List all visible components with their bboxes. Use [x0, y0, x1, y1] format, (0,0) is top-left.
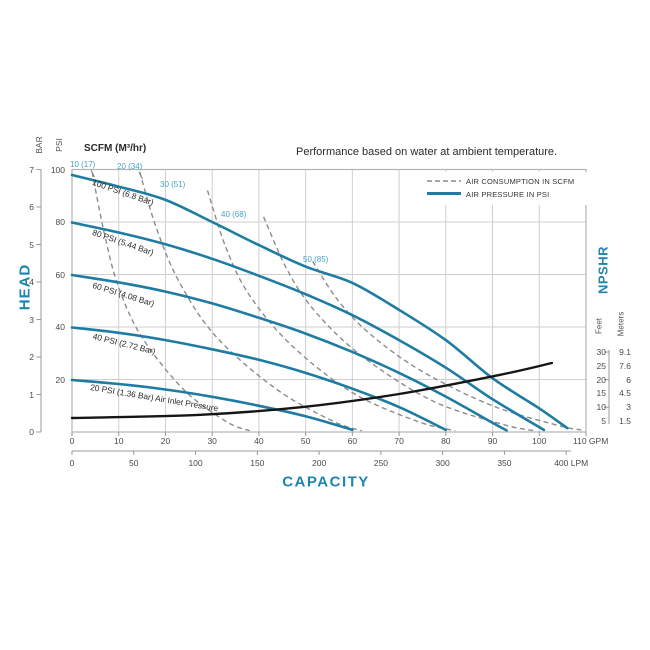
y-axis-title-head: HEAD [16, 263, 34, 311]
x-axis-title-capacity: CAPACITY [282, 473, 370, 491]
lpm-tick-label: 150 [250, 458, 265, 468]
lpm-tick-label: 300 [435, 458, 450, 468]
air-consumption-curve [139, 171, 362, 432]
psi-tick-label: 80 [55, 217, 65, 227]
npshr-feet-tick-label: 10 [596, 402, 606, 413]
scfm-label-20: 20 (34) [117, 162, 143, 171]
gpm-tick-label: 20 [160, 435, 171, 446]
scfm-label-40: 40 (68) [221, 210, 247, 219]
bar-tick-label: 2 [29, 352, 34, 362]
gpm-tick-label: 90 [487, 435, 498, 446]
gpm-tick-label: 10 [113, 435, 124, 446]
air-pressure-curve [70, 173, 569, 430]
bar-tick-label: 1 [29, 389, 34, 400]
gpm-tick-label: 40 [254, 435, 264, 446]
npshr-meters-tick-label: 6 [626, 374, 631, 385]
legend-item-air-pressure: AIR PRESSURE IN PSI [466, 189, 550, 199]
air-pressure-curve [70, 378, 354, 432]
gpm-tick-label: 60 [347, 435, 358, 446]
scfm-label-10: 10 (17) [70, 160, 96, 169]
npshr-curve [70, 361, 554, 420]
npshr-feet-tick-label: 30 [596, 347, 606, 357]
lpm-tick-label: 400 LPM [554, 458, 589, 468]
npshr-meters-tick-label: 3 [626, 402, 631, 413]
psi-tick-label: 20 [55, 374, 65, 385]
scfm-label-pointer [138, 171, 143, 180]
air-pressure-curve [70, 326, 448, 432]
npshr-meters-tick-label: 1.5 [619, 416, 631, 426]
lpm-tick-label: 200 [312, 458, 327, 468]
gpm-tick-label: 80 [441, 435, 451, 446]
scfm-label-50: 50 (85) [303, 255, 329, 264]
bar-tick-label: 7 [29, 164, 34, 175]
air-pressure-curve [70, 273, 508, 432]
lpm-tick-label: 250 [373, 458, 388, 468]
chart-title: Performance based on water at ambient te… [296, 146, 558, 158]
bar-tick-label: 5 [29, 239, 34, 250]
gpm-tick-label: 0 [69, 435, 75, 446]
plot-border [71, 168, 587, 433]
npshr-feet-tick-label: 20 [596, 374, 606, 385]
bar-unit-label: BAR [34, 136, 44, 154]
npshr-feet-tick-label: 25 [596, 360, 606, 371]
lpm-tick-label: 100 [188, 458, 203, 468]
gpm-tick-label: 70 [394, 435, 404, 446]
gpm-tick-label: 110 GPM [573, 435, 609, 446]
lpm-tick-label: 350 [497, 458, 512, 468]
gpm-tick-label: 30 [207, 435, 217, 446]
npshr-meters-unit-label: Meters [616, 311, 626, 337]
gpm-tick-label: 50 [300, 435, 311, 446]
psi-tick-label: 40 [55, 322, 65, 332]
air-pressure-curve [70, 221, 546, 432]
npshr-feet-tick-label: 15 [596, 388, 606, 399]
npshr-meters-tick-label: 7.6 [619, 360, 631, 371]
legend-item-air-consumption: AIR CONSUMPTION IN SCFM [466, 177, 575, 186]
lpm-tick-label: 50 [129, 458, 139, 468]
npshr-feet-tick-label: 5 [601, 416, 606, 426]
gpm-tick-label: 100 [532, 435, 547, 446]
air-consumption-curve [312, 261, 582, 431]
y-axis-title-npshr: NPSHR [595, 245, 611, 295]
psi-unit-label: PSI [54, 138, 64, 152]
scfm-axis-header: SCFM (M³/hr) [84, 143, 147, 154]
npshr-meters-tick-label: 9.1 [619, 347, 631, 357]
psi-tick-label: 60 [55, 269, 65, 280]
scfm-label-pointer [90, 169, 95, 178]
npshr-feet-unit-label: Feet [594, 317, 604, 335]
psi-tick-label: 100 [50, 164, 65, 175]
scfm-label-30: 30 (51) [160, 180, 186, 189]
npshr-meters-tick-label: 4.5 [619, 388, 631, 399]
air-consumption-curve [206, 190, 456, 432]
legend-box [418, 172, 592, 205]
bar-tick-label: 4 [29, 277, 34, 287]
lpm-tick-label: 0 [69, 458, 75, 468]
bar-tick-label: 0 [29, 427, 34, 437]
bar-tick-label: 6 [29, 202, 34, 212]
bar-tick-label: 3 [29, 314, 34, 325]
